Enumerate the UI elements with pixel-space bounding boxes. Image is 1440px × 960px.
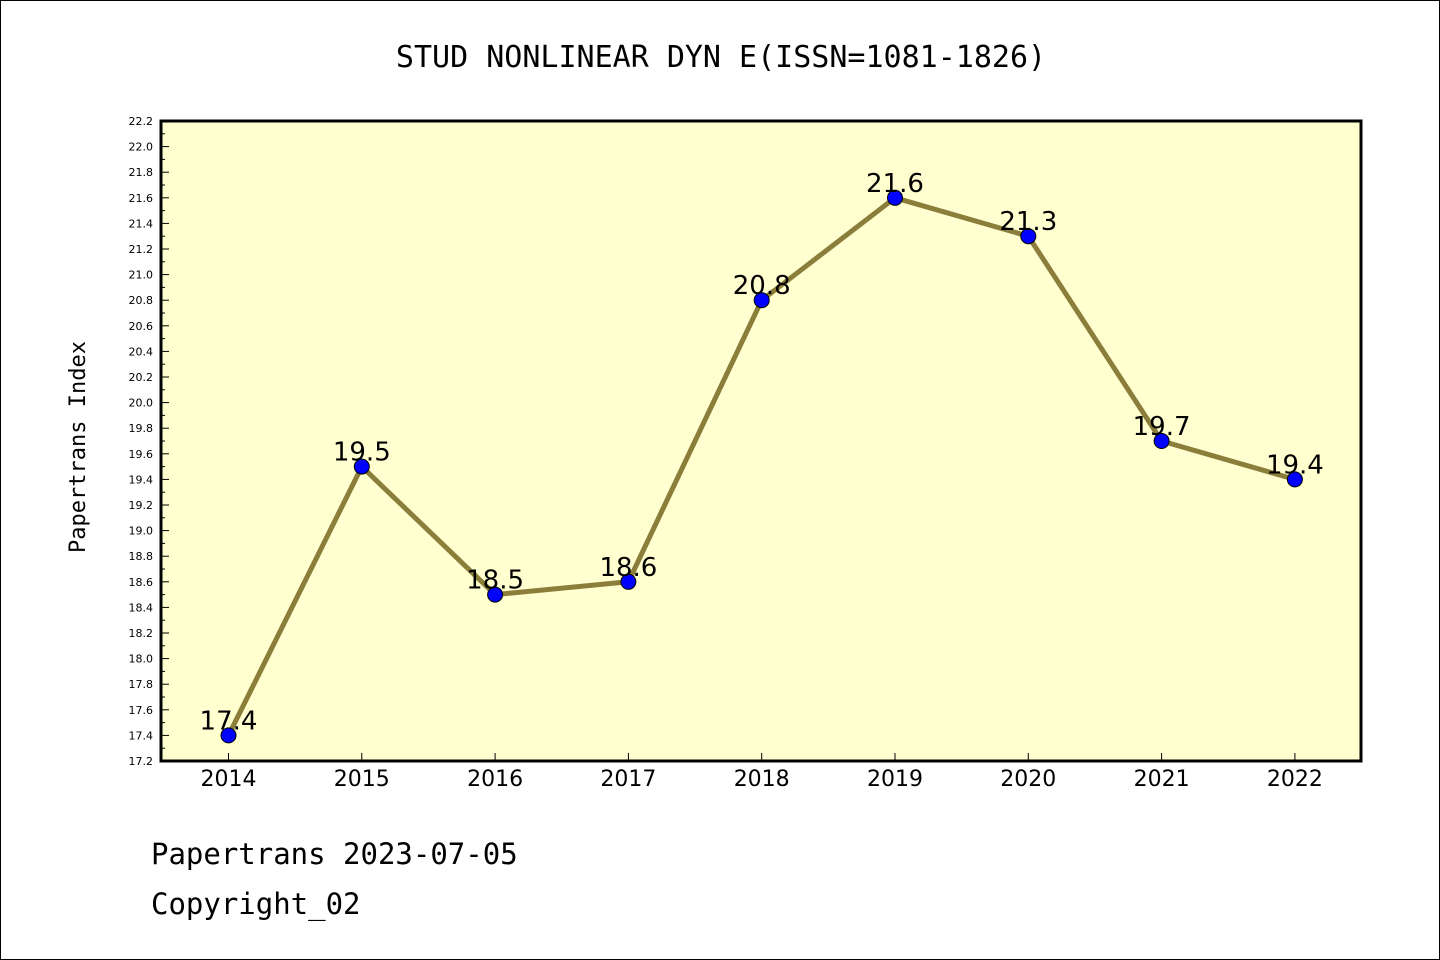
data-point — [620, 573, 637, 590]
y-tick-label: 17.4 — [129, 729, 154, 742]
y-tick-label: 18.2 — [129, 627, 154, 640]
y-tick-label: 18.0 — [129, 653, 154, 666]
x-tick-label: 2017 — [600, 767, 656, 792]
y-tick-label: 20.0 — [129, 397, 154, 410]
data-label: 20.8 — [733, 271, 791, 301]
data-label: 19.5 — [333, 438, 391, 468]
y-axis-label: Papertrans Index — [66, 341, 91, 553]
data-point — [1153, 433, 1170, 449]
x-tick-label: 2014 — [201, 767, 257, 792]
x-tick-label: 2016 — [467, 767, 523, 792]
data-point — [1020, 228, 1037, 245]
data-label: 18.5 — [466, 566, 524, 596]
data-point — [353, 458, 370, 475]
y-tick-label: 19.2 — [129, 499, 154, 512]
data-label: 19.7 — [1133, 412, 1191, 442]
data-label: 21.3 — [999, 207, 1057, 237]
data-label: 18.6 — [599, 553, 657, 583]
y-tick-label: 17.6 — [129, 704, 154, 717]
y-tick-label: 17.2 — [129, 755, 154, 768]
y-tick-label: 18.8 — [129, 550, 154, 563]
y-tick-label: 19.6 — [129, 448, 154, 461]
data-label: 17.4 — [200, 706, 258, 736]
footer-date: Papertrans 2023-07-05 — [151, 837, 518, 871]
y-tick-label: 19.0 — [129, 525, 154, 538]
y-tick-label: 20.2 — [129, 371, 154, 384]
y-tick-label: 20.4 — [129, 345, 154, 358]
y-tick-label: 21.8 — [129, 166, 154, 179]
data-point — [887, 189, 903, 206]
y-tick-label: 17.8 — [129, 678, 154, 691]
data-point — [753, 292, 770, 309]
chart-title: STUD NONLINEAR DYN E(ISSN=1081-1826) — [396, 40, 1046, 75]
data-label: 21.6 — [866, 169, 924, 199]
series-group: 17.4 19.5 18.5 18.6 20.8 21.6 21.3 19.7 19.4 — [200, 169, 1324, 744]
x-tick-label: 2020 — [1000, 767, 1056, 792]
y-tick-label: 21.6 — [129, 192, 154, 205]
y-tick-label: 20.6 — [129, 320, 154, 333]
data-label: 19.4 — [1266, 450, 1324, 480]
data-point — [1286, 471, 1303, 488]
y-tick-label: 22.2 — [129, 115, 154, 128]
data-point — [487, 586, 504, 603]
x-tick-label: 2015 — [334, 767, 390, 792]
y-axis: 17.2 17.4 17.6 17.8 18.0 18.2 18.4 18.6 18.8 19.0… — [129, 115, 169, 768]
x-tick-label: 2022 — [1267, 767, 1323, 792]
y-tick-label: 21.2 — [129, 243, 154, 256]
x-axis: 2014 2015 2016 2017 2018 2019 2020 2021 2022 — [201, 753, 1323, 792]
y-tick-label: 21.0 — [129, 269, 154, 282]
x-tick-label: 2018 — [734, 767, 790, 792]
y-tick-label: 22.0 — [129, 141, 154, 154]
x-tick-label: 2021 — [1134, 767, 1190, 792]
y-tick-label: 21.4 — [129, 217, 154, 230]
data-point — [220, 727, 237, 744]
y-tick-label: 18.6 — [129, 576, 154, 589]
y-tick-label: 19.4 — [129, 473, 154, 486]
x-tick-label: 2019 — [867, 767, 923, 792]
y-tick-label: 19.8 — [129, 422, 154, 435]
y-tick-label: 20.8 — [129, 294, 154, 307]
footer-copyright: Copyright_02 — [151, 887, 361, 921]
y-tick-label: 18.4 — [129, 601, 154, 614]
